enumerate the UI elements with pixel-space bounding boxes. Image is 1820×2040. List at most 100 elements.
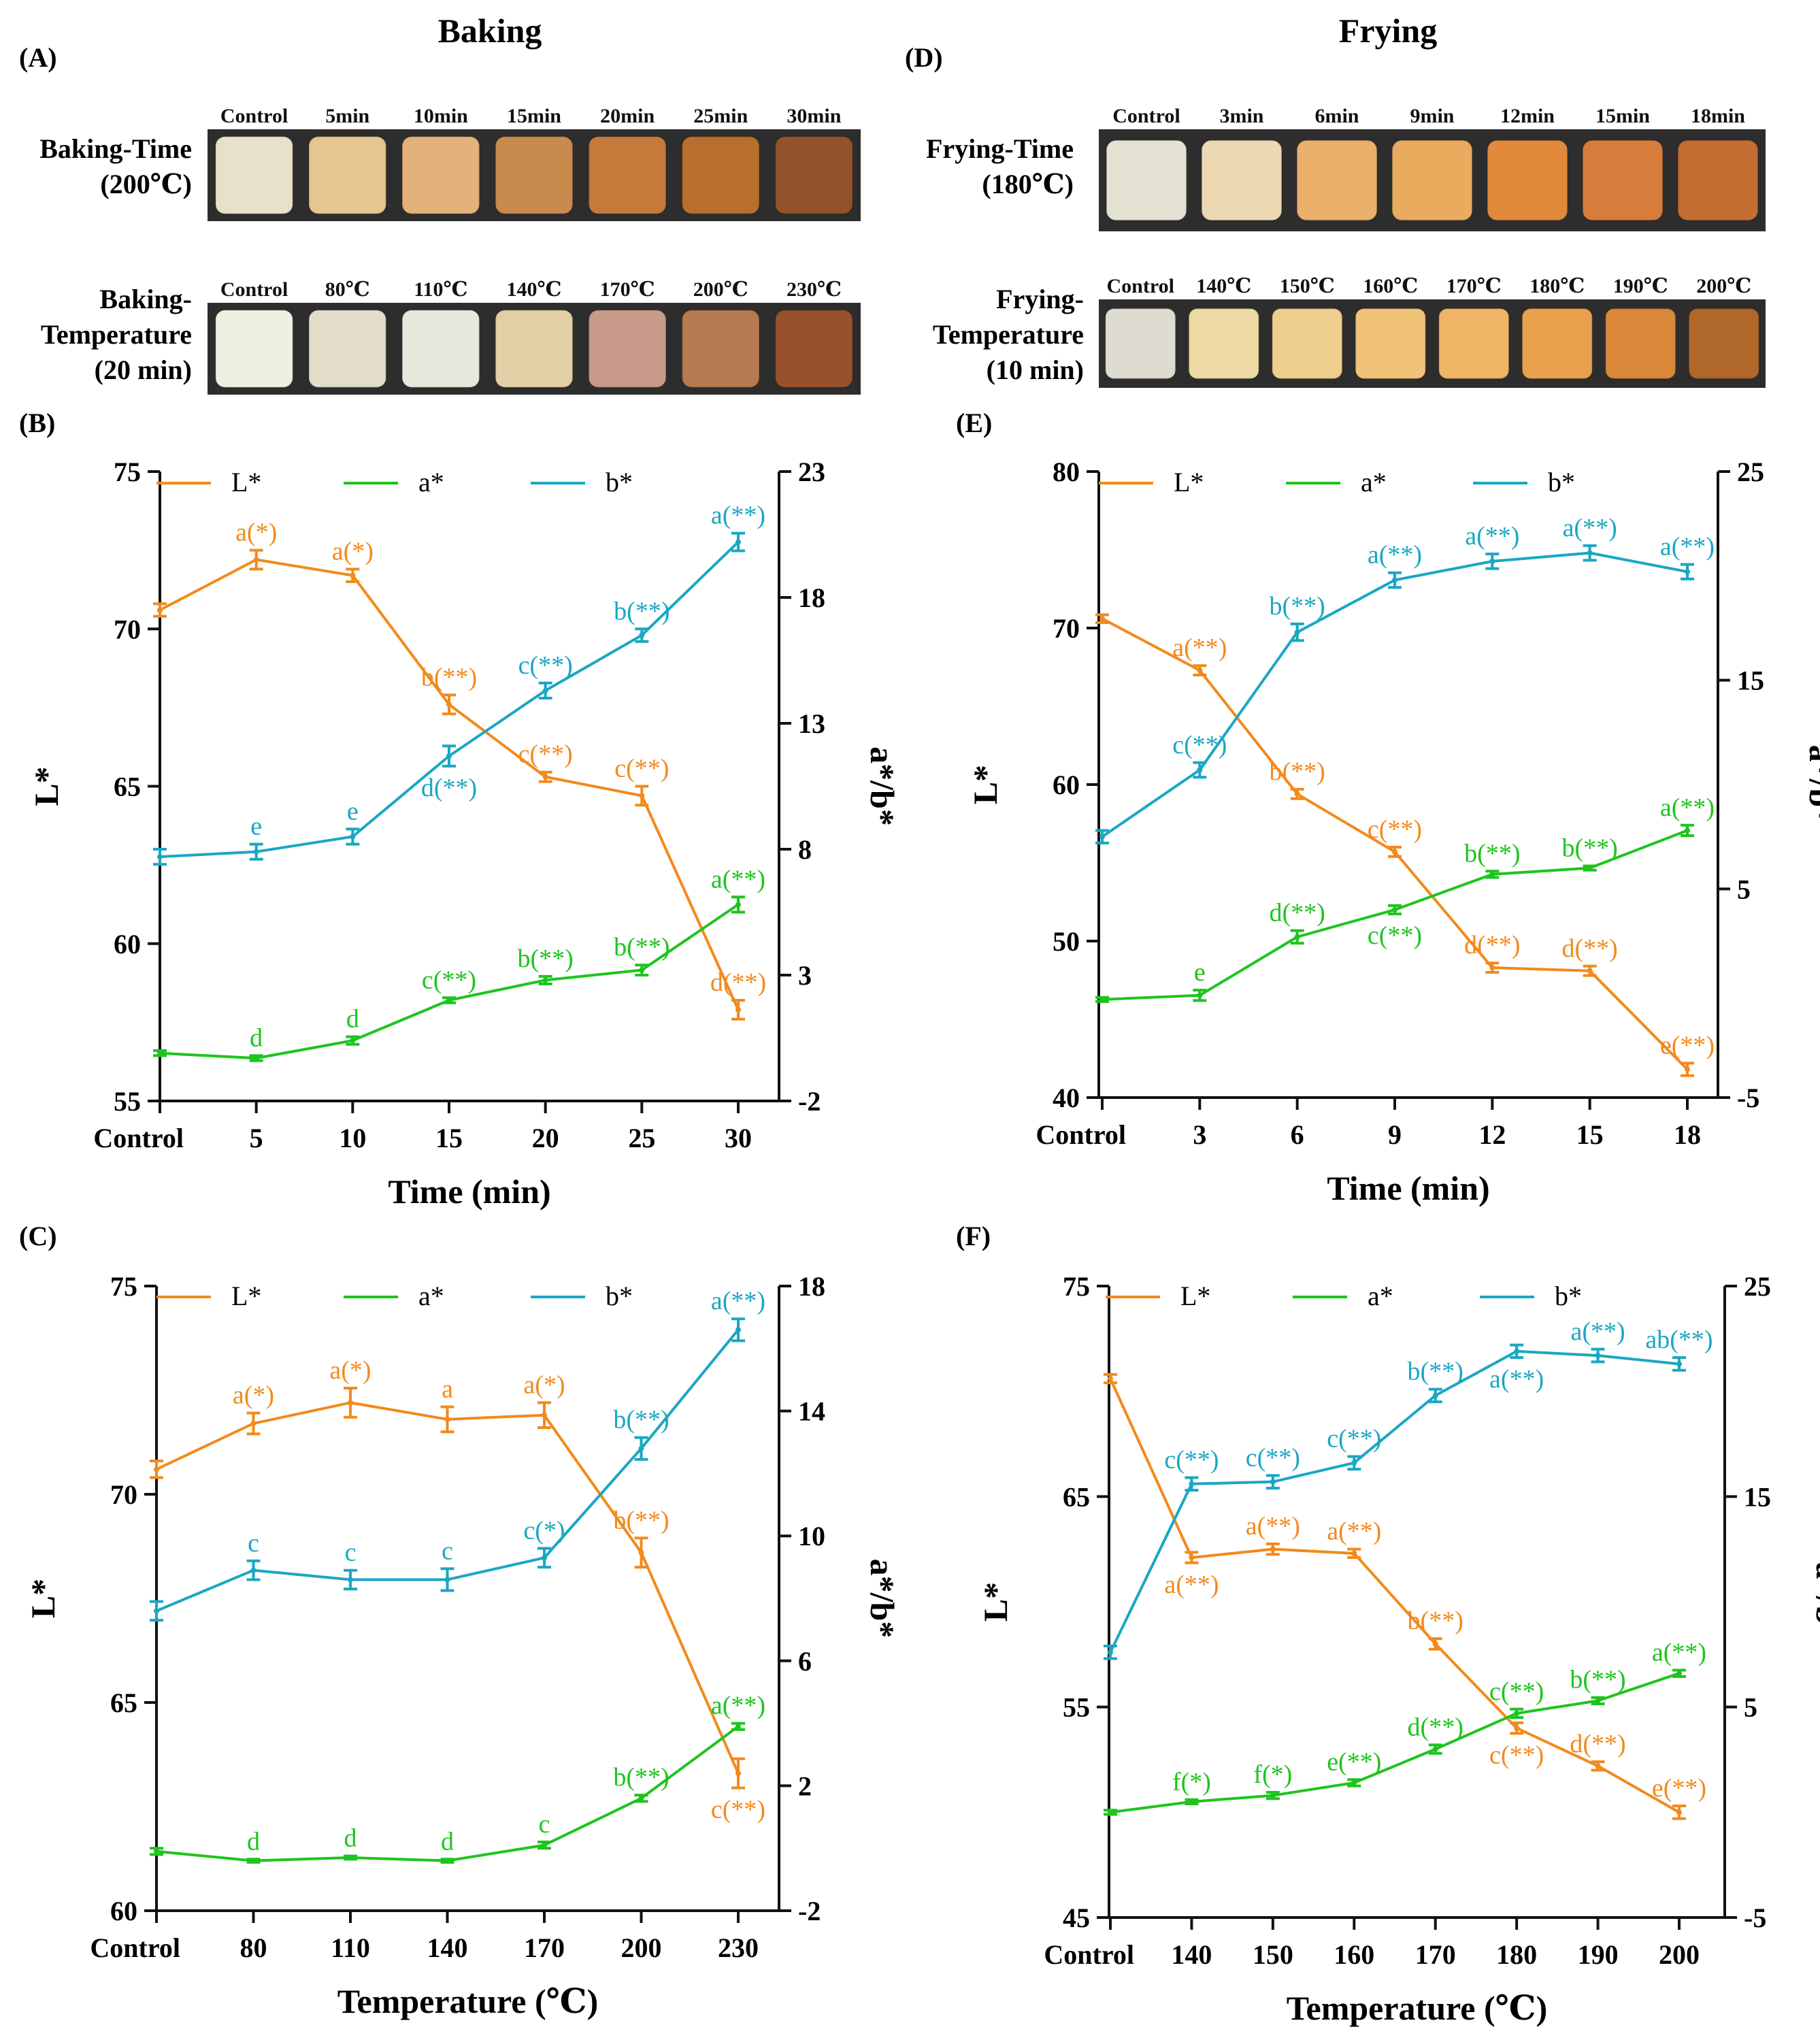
x-tick-label: Control — [93, 1123, 184, 1153]
data-point-b — [1197, 767, 1203, 773]
data-point-L — [1108, 1376, 1113, 1382]
data-point-L — [1685, 1066, 1690, 1072]
frying-time-sample-swatch — [1582, 139, 1664, 221]
right-y-tick-label: 3 — [798, 960, 812, 991]
data-point-L — [1351, 1550, 1357, 1556]
data-point-b — [542, 687, 548, 693]
legend-label-a: a* — [418, 1281, 444, 1311]
chart-C-temperature-baking: (C) 60 65 70 75 -2 2 6 10 14 18 Control 80 110 140 170 2… — [19, 1221, 901, 2020]
data-label-L: c(**) — [711, 1795, 765, 1824]
left-y-tick-label: 70 — [110, 1479, 137, 1510]
frying-temp-label-line-2: (10 min) — [987, 355, 1084, 385]
panel-letter-D: (D) — [905, 42, 943, 73]
data-point-a — [1595, 1698, 1601, 1704]
frying-temp-sample-label: 150℃ — [1280, 275, 1335, 297]
data-point-b — [446, 753, 452, 759]
baking-time-label-line-1: (200℃) — [100, 169, 192, 199]
data-point-L — [250, 1420, 257, 1426]
data-label-b: c(**) — [1172, 731, 1227, 759]
legend-label-L: L* — [1180, 1281, 1210, 1311]
baking-temp-sample-label: 110℃ — [414, 278, 467, 301]
photo-row-baking-temperature: Baking- Temperature (20 min) Control 80℃ 110℃… — [41, 278, 861, 395]
data-label-L: e(**) — [1652, 1774, 1706, 1803]
data-label-a: b(**) — [1562, 834, 1618, 863]
x-tick-label: 30 — [725, 1123, 752, 1153]
data-point-L — [446, 702, 452, 708]
data-point-L — [157, 607, 163, 613]
data-point-a — [1685, 827, 1690, 834]
baking-temp-label-line-1: Temperature — [41, 319, 192, 350]
frying-temp-sample-label: 180℃ — [1529, 275, 1585, 297]
data-label-L: c(**) — [614, 755, 669, 783]
data-label-L: a(*) — [235, 519, 277, 547]
data-label-L: a(**) — [1172, 634, 1227, 662]
data-label-a: c(**) — [1368, 921, 1422, 950]
left-y-axis-title: L* — [976, 1582, 1014, 1622]
right-y-tick-label: 18 — [798, 582, 825, 613]
left-y-tick-label: 60 — [1053, 770, 1080, 800]
data-point-b — [1489, 558, 1495, 564]
data-point-b — [1099, 834, 1105, 840]
panel-letter-E: (E) — [956, 408, 992, 438]
left-y-axis-title: L* — [966, 765, 1004, 804]
data-point-L — [348, 1400, 353, 1406]
data-point-b — [1294, 629, 1300, 636]
panel-letter-A: (A) — [19, 42, 57, 73]
baking-temp-sample-label: 200℃ — [693, 278, 748, 301]
baking-time-sample-swatch — [401, 135, 480, 215]
data-label-L: b(**) — [421, 663, 477, 691]
right-y-tick-label: 10 — [798, 1521, 825, 1551]
data-point-a — [638, 1795, 644, 1801]
frying-time-sample-swatch — [1487, 139, 1568, 221]
right-y-tick-label: 25 — [1737, 457, 1764, 487]
data-point-a — [348, 1854, 353, 1860]
data-label-b: ab(**) — [1645, 1326, 1713, 1354]
x-tick-label: 150 — [1253, 1939, 1293, 1970]
data-point-b — [157, 854, 163, 860]
left-y-tick-label: 80 — [1053, 457, 1080, 487]
left-y-tick-label: 40 — [1053, 1083, 1080, 1113]
data-label-L: a(*) — [329, 1356, 371, 1385]
baking-temp-sample-label: 80℃ — [325, 278, 370, 301]
left-y-tick-label: 55 — [1063, 1692, 1090, 1723]
data-point-a — [154, 1848, 159, 1854]
left-y-axis-title: L* — [27, 766, 65, 806]
data-point-a — [1351, 1780, 1357, 1786]
data-point-b — [542, 1555, 547, 1561]
data-point-b — [735, 1327, 741, 1333]
x-tick-label: Control — [90, 1932, 180, 1963]
right-y-tick-label: -2 — [798, 1896, 821, 1926]
data-label-b: c(**) — [518, 651, 573, 680]
data-point-b — [154, 1608, 159, 1614]
data-point-a — [253, 1055, 259, 1062]
frying-time-sample-label: 15min — [1595, 105, 1650, 127]
data-label-b: c — [248, 1529, 259, 1558]
data-label-a: b(**) — [613, 1763, 669, 1792]
data-point-b — [350, 834, 356, 840]
baking-time-sample-swatch — [214, 135, 294, 215]
baking-temp-sample-label: 170℃ — [600, 278, 655, 301]
right-y-tick-label: 6 — [798, 1646, 812, 1677]
x-tick-label: 15 — [435, 1123, 463, 1153]
data-point-L — [735, 1006, 741, 1013]
data-point-a — [1432, 1746, 1438, 1752]
left-y-tick-label: 65 — [110, 1688, 137, 1718]
baking-temp-sample-swatch — [308, 309, 387, 389]
x-tick-label: 6 — [1291, 1119, 1304, 1150]
data-label-L: a(**) — [1164, 1570, 1219, 1599]
data-label-a: b(**) — [518, 944, 574, 973]
photo-row-frying-temperature: Frying- Temperature (10 min) Control 140℃ 150… — [933, 275, 1766, 388]
data-point-a — [1099, 996, 1105, 1002]
legend-label-b: b* — [606, 467, 633, 497]
data-point-a — [1392, 907, 1397, 912]
data-label-a: e — [1194, 958, 1206, 987]
data-label-b: a(**) — [1465, 522, 1519, 550]
frying-temp-label-line-0: Frying- — [996, 284, 1084, 314]
x-tick-label: 110 — [331, 1932, 370, 1963]
data-label-b: c(**) — [1327, 1425, 1381, 1453]
data-label-b: a(**) — [1570, 1317, 1625, 1346]
right-y-tick-label: 5 — [1744, 1692, 1757, 1723]
series-line-L — [1109, 1378, 1680, 1814]
frying-temp-sample-swatch — [1688, 308, 1760, 380]
data-label-a: a(**) — [1652, 1639, 1706, 1667]
